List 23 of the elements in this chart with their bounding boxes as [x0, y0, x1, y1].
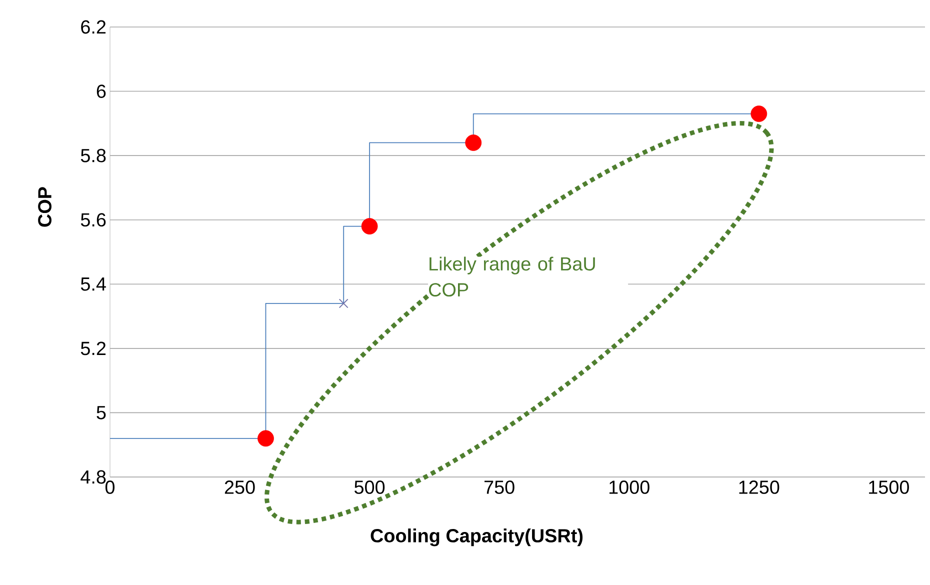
x-tick-label: 0 [105, 480, 115, 494]
point [361, 218, 378, 234]
x-tick-label: 750 [484, 480, 514, 494]
point [750, 106, 768, 122]
y-tick-label: 4.8 [80, 470, 106, 484]
point [465, 134, 482, 151]
y-tick-label: 5 [96, 406, 106, 420]
y-tick-label: 6.2 [81, 20, 106, 34]
x-tick-label: 1250 [739, 480, 780, 494]
point [338, 298, 348, 308]
y-tick-label: 5.8 [80, 148, 106, 162]
y-tick-label: 5.4 [80, 278, 106, 291]
x-tick-label: 1500 [869, 480, 909, 494]
x-axis-title: Cooling Capacity(USRt) [370, 528, 583, 546]
x-tick-label: 1000 [610, 480, 650, 494]
x-tick-label: 500 [354, 480, 385, 494]
x-tick-label: 250 [224, 480, 255, 494]
y-axis-title: COP [38, 187, 52, 227]
y-tick-label: 5.6 [80, 213, 106, 227]
y-tick-label: 5.2 [80, 342, 106, 356]
point [258, 430, 274, 447]
y-tick-label: 6 [96, 84, 106, 98]
annotation: Likely range of BaU COP [429, 256, 595, 297]
